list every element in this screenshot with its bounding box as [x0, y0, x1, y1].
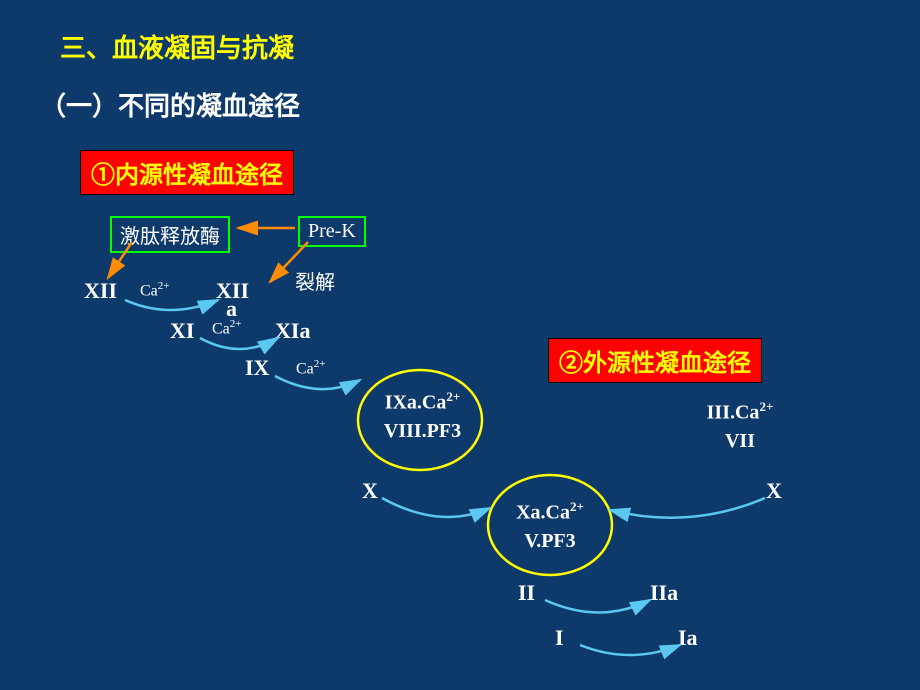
complex-xa: Xa.Ca2+ V.PF3: [495, 498, 605, 555]
ca-label-1: Ca2+: [140, 280, 170, 300]
complex-iii: III.Ca2+ VII: [690, 398, 790, 455]
complex-ixa: IXa.Ca2+ VIII.PF3: [365, 388, 480, 445]
factor-xi: XI: [170, 318, 194, 344]
cleavage-label: 裂解: [295, 266, 335, 295]
intrinsic-pathway-box: ①内源性凝血途径: [80, 150, 294, 195]
kallikrein-box: 激肽释放酶: [110, 216, 230, 253]
factor-ii: II: [518, 580, 535, 606]
factor-x-right: X: [766, 478, 782, 504]
arc-ii-iia: [545, 600, 650, 613]
heading-main: 三、血液凝固与抗凝: [60, 28, 294, 65]
arc-x-xa-left: [382, 498, 490, 517]
factor-ix: IX: [245, 355, 269, 381]
arc-x-xa-right: [610, 498, 765, 518]
factor-xii: XII: [84, 278, 117, 304]
arc-xi-xia: [200, 338, 278, 349]
ca-label-3: Ca2+: [296, 358, 326, 378]
factor-i: I: [555, 625, 564, 651]
factor-ia: Ia: [678, 625, 698, 651]
heading-sub: （一）不同的凝血途径: [40, 86, 300, 123]
arc-xii-xiia: [125, 300, 218, 310]
factor-x-left: X: [362, 478, 378, 504]
prek-box: Pre-K: [298, 216, 366, 247]
ca-label-2: Ca2+: [212, 318, 242, 338]
extrinsic-pathway-box: ②外源性凝血途径: [548, 338, 762, 383]
factor-xia: XIa: [275, 318, 310, 344]
factor-iia: IIa: [650, 580, 678, 606]
arc-i-ia: [580, 645, 680, 655]
